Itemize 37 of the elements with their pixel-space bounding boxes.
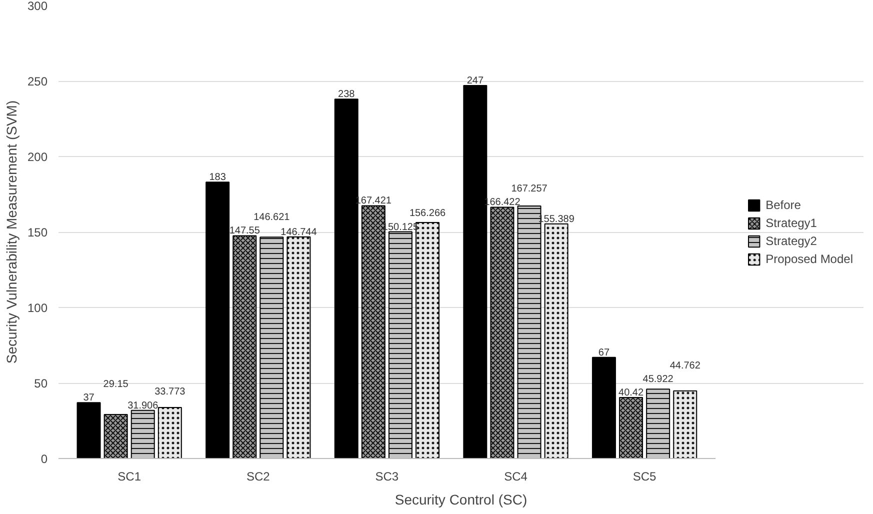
y-tick-label: 50 <box>34 376 48 390</box>
x-tick-label: SC4 <box>504 470 528 484</box>
y-axis-title: Security Vulnerability Measurement (SVM) <box>3 100 20 364</box>
x-tick-label: SC1 <box>118 470 142 484</box>
y-tick-label: 250 <box>27 74 48 88</box>
legend-label: Before <box>766 198 801 212</box>
x-tick-label: SC2 <box>246 470 270 484</box>
data-label: 183 <box>209 172 226 184</box>
data-label: 167.257 <box>511 184 548 195</box>
y-tick-label: 100 <box>27 301 48 315</box>
data-label: 238 <box>338 89 356 100</box>
legend-label: Strategy1 <box>766 216 817 230</box>
data-label: 146.744 <box>280 226 318 238</box>
data-label: 147.55 <box>229 226 260 237</box>
x-tick-label: SC5 <box>632 470 657 484</box>
data-label: 40.42 <box>618 387 644 398</box>
data-label: 31.906 <box>128 400 159 412</box>
y-tick-label: 0 <box>40 452 48 466</box>
bar <box>592 356 616 458</box>
legend-label: Proposed Model <box>766 252 853 266</box>
data-label: 67 <box>598 347 610 358</box>
data-label: 146.621 <box>254 212 290 224</box>
data-label: 45.922 <box>642 374 674 385</box>
bar <box>206 182 230 458</box>
data-label: 33.773 <box>154 386 186 398</box>
x-axis-title: Security Control (SC) <box>394 492 528 508</box>
data-label: 37 <box>83 392 95 404</box>
bar <box>76 402 101 458</box>
y-tick-label: 200 <box>27 150 48 164</box>
y-tick-label: 300 <box>27 0 48 13</box>
data-label: 247 <box>466 76 484 87</box>
data-label: 44.762 <box>670 360 701 372</box>
data-label: 156.266 <box>409 208 446 220</box>
x-tick-label: SC3 <box>375 470 399 484</box>
y-tick-label: 150 <box>27 226 48 240</box>
data-label: 29.15 <box>103 379 129 390</box>
legend-label: Strategy2 <box>766 234 817 248</box>
